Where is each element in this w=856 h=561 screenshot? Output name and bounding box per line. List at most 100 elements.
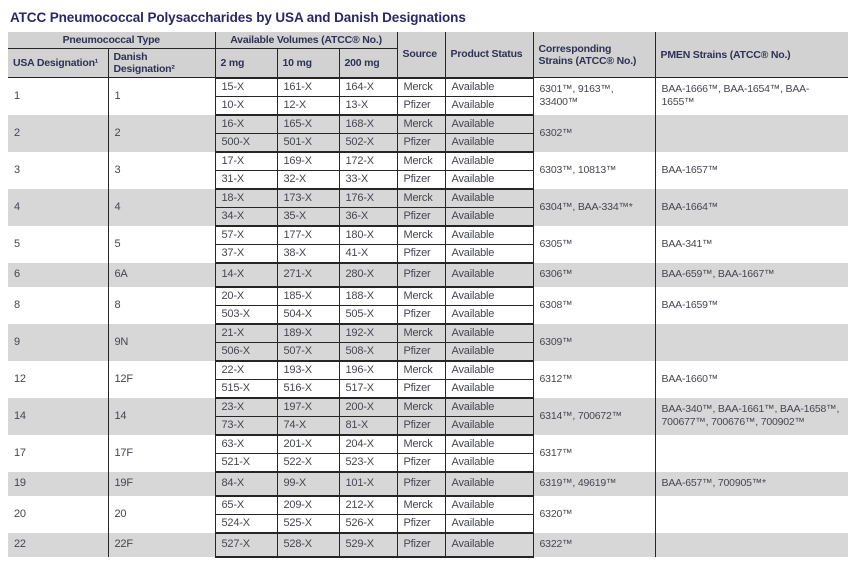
product-status-cell: Available [444,359,534,380]
volume-200mg-cell: 204-X [338,433,398,454]
table-row: 3 3 17-X 169-X 172-X Merck Available 6303™, 108… [8,150,848,189]
volume-2mg-cell: 18-X [214,187,278,208]
header-corresponding-strains-line2: Strains (ATCC® No.) [538,54,637,67]
product-status-cell: Available [444,132,534,152]
pmen-strains-cell: BAA-1666™, BAA-1654™, BAA-1655™ [661,83,810,109]
source-cell: Pfizer [396,531,446,558]
corresponding-strains-cell: 6309™ [532,323,656,361]
volume-2mg-cell: 22-X [214,359,278,380]
pmen-strains-cell: BAA-1660™ [661,372,719,385]
usa-designation-cell: 5 [8,225,109,263]
usa-designation-cell: 8 [8,286,109,324]
volume-10mg-cell: 189-X [276,322,340,343]
source-cell: Merck [396,187,446,208]
pmen-strains-cell: BAA-657™, 700905™* [655,471,849,496]
danish-designation-cell: 14 [108,397,216,435]
product-status-cell: Available [444,224,534,245]
usa-designation-cell: 22 [8,532,109,557]
volume-10mg-cell: 197-X [276,396,340,417]
volume-2mg-cell: 10-X [214,95,278,115]
product-status-cell: Available [444,243,534,263]
danish-designation-cell: 8 [114,298,121,311]
source-cell: Pfizer [396,341,446,361]
source-cell: Pfizer [396,169,446,189]
source-cell: Pfizer [396,513,446,533]
usa-designation-cell: 12 [8,360,109,398]
volume-10mg-cell: 525-X [276,513,340,533]
table-row: 22 22F 527-X 528-X 529-X Pfizer Available 6322™ [8,531,849,558]
table-row: 515-X 516-X 517-X Pfizer Available [8,378,848,398]
volume-200mg-cell: 36-X [338,206,398,226]
pneumococcal-table: Pneumococcal Type Available Volumes (ATC… [8,32,849,558]
pmen-strains-cell [655,532,849,557]
product-status-cell: Available [444,285,534,306]
danish-designation-cell: 9N [108,323,216,361]
source-cell: Pfizer [396,261,446,287]
group-header-row: Pneumococcal Type Available Volumes (ATC… [8,32,849,78]
danish-designation-cell: 19F [108,471,216,496]
table-row: 500-X 501-X 502-X Pfizer Available [8,132,848,152]
pmen-strains-cell [655,496,848,533]
pmen-strains-cell [655,114,849,152]
source-cell: Merck [396,113,446,134]
volume-200mg-cell: 13-X [338,95,398,115]
header-200mg: 200 mg [338,48,398,78]
table-row: 34-X 35-X 36-X Pfizer Available [8,206,848,226]
volume-200mg-cell: 41-X [338,243,398,263]
usa-designation-cell: 2 [8,114,109,152]
product-status-cell: Available [444,513,534,533]
usa-designation-cell: 17 [8,434,109,472]
source-cell: Pfizer [396,415,446,435]
volume-2mg-cell: 20-X [214,285,278,306]
corresponding-strains-cell: 6322™ [532,532,656,557]
product-status-cell: Available [444,415,534,435]
source-cell: Pfizer [396,378,446,398]
corresponding-strains-cell: 6320™ [532,495,656,533]
volume-2mg-cell: 31-X [214,169,278,189]
pmen-strains-cell: BAA-1664™ [655,188,849,226]
danish-designation-cell: 3 [114,163,121,176]
product-status-cell: Available [444,206,534,226]
volume-2mg-cell: 73-X [214,415,278,435]
volume-2mg-cell: 527-X [214,531,278,558]
table-row: 524-X 525-X 526-X Pfizer Available [8,513,848,533]
sub-header-row: USA Designation¹ Danish Designation² 2 m… [8,48,848,78]
volume-200mg-cell: 101-X [338,470,398,496]
corresponding-strains-cell: 6312™ [532,360,656,398]
usa-designation-cell: 6 [8,262,109,287]
table-row: 503-X 504-X 505-X Pfizer Available [8,304,848,324]
header-2mg: 2 mg [214,48,278,78]
volume-2mg-cell: 23-X [214,396,278,417]
volume-200mg-cell: 172-X [338,150,398,171]
volume-10mg-cell: 32-X [276,169,340,189]
volume-10mg-cell: 185-X [276,285,340,306]
header-10mg: 10 mg [276,48,340,78]
table-row: 12 12F 22-X 193-X 196-X Merck Available 6312™ BA… [8,359,848,398]
usa-designation-cell: 3 [8,151,109,189]
product-status-cell: Available [444,95,534,115]
header-danish-designation: Danish Designation² [107,48,216,78]
volume-2mg-cell: 15-X [214,76,278,97]
volume-2mg-cell: 84-X [214,470,278,496]
danish-designation-cell: 17F [114,446,134,459]
pmen-strains-cell [655,435,848,472]
danish-designation-cell: 1 [114,89,121,102]
volume-200mg-cell: 517-X [338,378,398,398]
volume-10mg-cell: 516-X [276,378,340,398]
danish-designation-cell: 6A [108,262,216,287]
volume-200mg-cell: 180-X [338,224,398,245]
header-pmen-strains: PMEN Strains (ATCC® No.) [654,32,849,78]
volume-2mg-cell: 503-X [214,304,278,324]
page-title: ATCC Pneumococcal Polysaccharides by USA… [10,10,466,25]
volume-200mg-cell: 168-X [338,113,398,134]
source-cell: Pfizer [396,95,446,115]
volume-2mg-cell: 16-X [214,113,278,134]
source-cell: Pfizer [396,132,446,152]
volume-200mg-cell: 212-X [338,494,398,515]
table-row: 9 9N 21-X 189-X 192-X Merck Available 6309™ [8,322,849,361]
table-row: 6 6A 14-X 271-X 280-X Pfizer Available 6306™ BAA… [8,261,849,287]
source-cell: Merck [396,224,446,245]
danish-designation-cell: 20 [114,507,127,520]
volume-200mg-cell: 280-X [338,261,398,287]
table-row: 19 19F 84-X 99-X 101-X Pfizer Available 6319™, … [8,470,849,496]
